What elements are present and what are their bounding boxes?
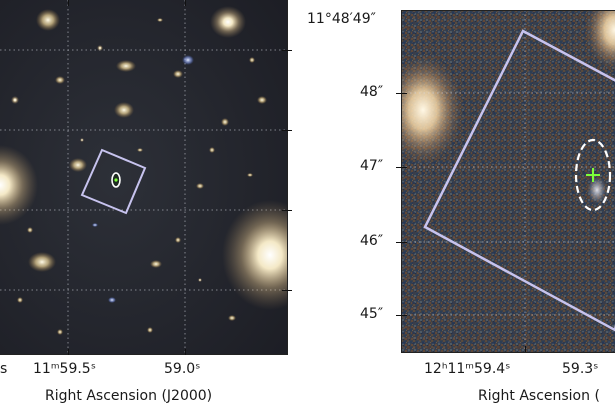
left-image-panel [0, 0, 288, 355]
left-x-tick-label: 59.0ˢ [164, 361, 201, 377]
right-x-axis-label: Right Ascension ( [478, 388, 600, 404]
right-y-tick-label: 46″ [360, 233, 384, 249]
field-rectangle-overlay [80, 148, 147, 215]
right-bottom-tick [525, 346, 526, 352]
left-outer-tick [288, 130, 292, 131]
target-ellipse-overlay [574, 138, 612, 212]
right-y-tick-label: 48″ [360, 84, 384, 100]
left-top-tick [68, 0, 69, 6]
right-outer-tick [396, 242, 401, 243]
left-x-tick-label: 11ᵐ59.5ˢ [33, 361, 96, 377]
right-x-tick-label: 12ʰ11ᵐ59.4ˢ [424, 361, 511, 377]
field-rectangle-overlay [423, 29, 615, 332]
left-right-tick [282, 210, 288, 211]
right-left-tick [401, 242, 407, 243]
right-y-tick-label: 11°48′49″ [307, 11, 376, 27]
right-y-tick-label: 47″ [360, 158, 384, 174]
left-x-tick-partial: s [0, 361, 8, 377]
left-right-tick [282, 130, 288, 131]
left-bottom-tick [68, 349, 69, 355]
left-sky-image [0, 0, 288, 355]
left-right-tick [282, 50, 288, 51]
left-outer-tick [288, 290, 292, 291]
right-image-panel [401, 10, 615, 352]
right-y-tick-label: 45″ [360, 306, 384, 322]
left-outer-tick [288, 50, 292, 51]
right-left-tick [401, 167, 407, 168]
right-sky-image [401, 10, 615, 352]
right-left-tick [401, 315, 407, 316]
right-outer-tick [396, 167, 401, 168]
right-outer-tick [396, 315, 401, 316]
right-outer-tick [396, 93, 401, 94]
right-x-tick-label: 59.3ˢ [562, 361, 599, 377]
left-outer-tick [288, 210, 292, 211]
left-right-tick [282, 290, 288, 291]
left-bottom-tick [185, 349, 186, 355]
left-x-axis-label: Right Ascension (J2000) [45, 388, 213, 404]
left-top-tick [185, 0, 186, 6]
right-left-tick [401, 93, 407, 94]
target-cross-marker [586, 168, 600, 182]
